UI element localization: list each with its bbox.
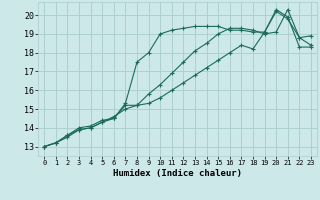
X-axis label: Humidex (Indice chaleur): Humidex (Indice chaleur) xyxy=(113,169,242,178)
